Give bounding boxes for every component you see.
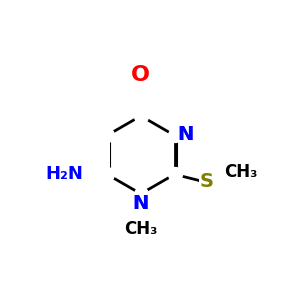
Text: N: N	[132, 194, 148, 213]
Text: O: O	[131, 65, 150, 85]
Text: CH₃: CH₃	[224, 163, 258, 181]
Text: N: N	[177, 125, 193, 144]
Text: H₂N: H₂N	[45, 165, 83, 183]
Text: N: N	[177, 125, 193, 144]
Text: CH₃: CH₃	[124, 220, 158, 238]
Text: S: S	[200, 172, 214, 190]
Text: N: N	[132, 194, 148, 213]
